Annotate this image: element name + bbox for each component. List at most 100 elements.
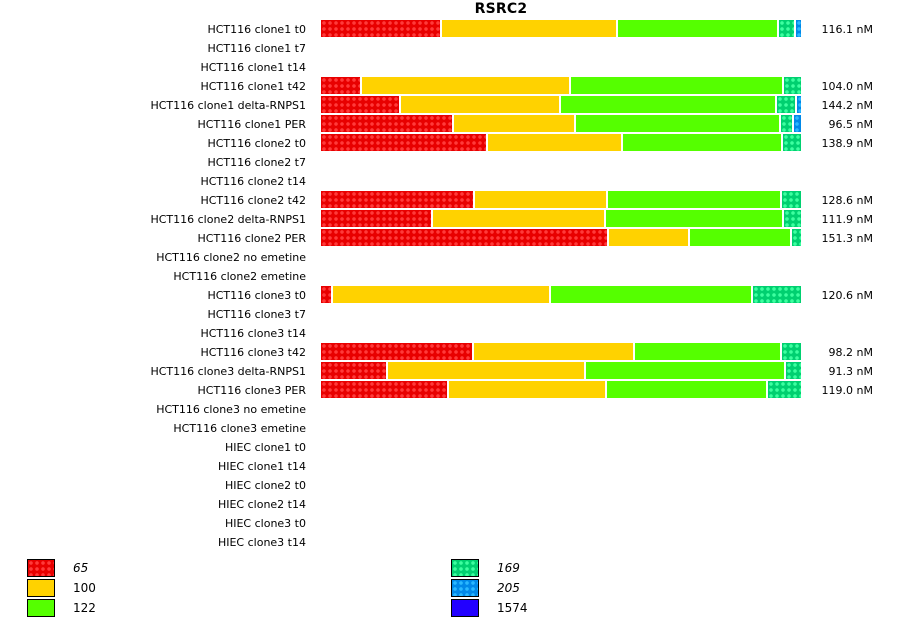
bar-segment-65 bbox=[321, 210, 432, 227]
row-label: HCT116 clone2 delta-RNPS1 bbox=[150, 213, 306, 226]
bar-segment-100 bbox=[333, 286, 549, 303]
bar-row bbox=[321, 229, 803, 246]
bar-segment-100 bbox=[453, 115, 574, 132]
bar-segment-65 bbox=[321, 362, 386, 379]
row-total-label: 111.9 nM bbox=[821, 213, 873, 226]
bar-segment-169 bbox=[783, 210, 801, 227]
row-label: HIEC clone2 t14 bbox=[217, 498, 306, 511]
bar-row bbox=[321, 286, 803, 303]
legend-swatch bbox=[451, 559, 479, 577]
row-total-label: 144.2 nM bbox=[821, 99, 873, 112]
legend-label: 169 bbox=[497, 561, 520, 575]
bar-segment-65 bbox=[321, 286, 332, 303]
row-label: HCT116 clone1 t42 bbox=[200, 80, 306, 93]
row-label: HCT116 clone3 no emetine bbox=[156, 403, 306, 416]
row-total-label: 120.6 nM bbox=[821, 289, 873, 302]
row-total-label: 96.5 nM bbox=[828, 118, 873, 131]
bar-segment-65 bbox=[321, 20, 440, 37]
row-label: HCT116 clone2 t0 bbox=[207, 137, 306, 150]
row-label: HIEC clone3 t0 bbox=[224, 517, 306, 530]
legend-swatch bbox=[27, 599, 55, 617]
row-label: HIEC clone1 t0 bbox=[224, 441, 306, 454]
bar-segment-205 bbox=[793, 115, 801, 132]
row-total-label: 119.0 nM bbox=[821, 384, 873, 397]
legend-swatch bbox=[451, 599, 479, 617]
bar-segment-205 bbox=[797, 96, 801, 113]
bar-segment-65 bbox=[321, 343, 472, 360]
bar-segment-122 bbox=[635, 343, 780, 360]
row-label: HCT116 clone2 PER bbox=[197, 232, 306, 245]
row-label: HCT116 clone1 t0 bbox=[207, 23, 306, 36]
bar-segment-65 bbox=[321, 96, 400, 113]
legend-swatch bbox=[27, 559, 55, 577]
chart-title-text: RSRC2 bbox=[474, 1, 528, 17]
bar-segment-122 bbox=[607, 381, 766, 398]
bar-segment-100 bbox=[448, 381, 606, 398]
bar-segment-169 bbox=[776, 96, 796, 113]
bar-row bbox=[321, 20, 803, 37]
bar-segment-100 bbox=[387, 362, 585, 379]
bar-segment-169 bbox=[767, 381, 801, 398]
bar-row bbox=[321, 77, 803, 94]
legend-label: 205 bbox=[497, 581, 520, 595]
bar-segment-169 bbox=[752, 286, 801, 303]
row-label: HIEC clone1 t14 bbox=[217, 460, 306, 473]
row-label: HIEC clone3 t14 bbox=[217, 536, 306, 549]
bar-segment-169 bbox=[778, 20, 794, 37]
bar-row bbox=[321, 134, 803, 151]
bar-row bbox=[321, 343, 803, 360]
bar-segment-122 bbox=[575, 115, 779, 132]
row-total-label: 91.3 nM bbox=[828, 365, 873, 378]
chart-title: RSRC2 bbox=[321, 1, 801, 17]
bar-segment-169 bbox=[791, 229, 801, 246]
bar-segment-122 bbox=[618, 20, 777, 37]
legend-swatch bbox=[27, 579, 55, 597]
bar-segment-65 bbox=[321, 229, 608, 246]
row-total-label: 138.9 nM bbox=[821, 137, 873, 150]
row-label: HCT116 clone3 PER bbox=[197, 384, 306, 397]
bar-segment-205 bbox=[795, 20, 801, 37]
bar-segment-122 bbox=[550, 286, 751, 303]
bar-segment-169 bbox=[786, 362, 801, 379]
row-total-label: 98.2 nM bbox=[828, 346, 873, 359]
row-label: HCT116 clone3 emetine bbox=[173, 422, 306, 435]
bar-segment-100 bbox=[361, 77, 569, 94]
bar-segment-169 bbox=[780, 115, 792, 132]
row-label: HCT116 clone2 t14 bbox=[200, 175, 306, 188]
bar-segment-169 bbox=[781, 191, 801, 208]
bar-segment-169 bbox=[782, 134, 801, 151]
row-total-label: 128.6 nM bbox=[821, 194, 873, 207]
row-label: HCT116 clone3 t0 bbox=[207, 289, 306, 302]
bar-row bbox=[321, 115, 803, 132]
row-label: HCT116 clone1 t7 bbox=[207, 42, 306, 55]
bar-segment-100 bbox=[441, 20, 617, 37]
legend-label: 1574 bbox=[497, 601, 528, 615]
bar-segment-65 bbox=[321, 191, 473, 208]
row-label: HCT116 clone1 PER bbox=[197, 118, 306, 131]
row-label: HCT116 clone2 no emetine bbox=[156, 251, 306, 264]
row-total-label: 116.1 nM bbox=[821, 23, 873, 36]
row-total-label: 104.0 nM bbox=[821, 80, 873, 93]
bar-segment-100 bbox=[487, 134, 622, 151]
bar-segment-100 bbox=[609, 229, 688, 246]
row-label: HCT116 clone2 t7 bbox=[207, 156, 306, 169]
row-total-label: 151.3 nM bbox=[821, 232, 873, 245]
bar-segment-100 bbox=[473, 343, 634, 360]
bar-segment-122 bbox=[689, 229, 790, 246]
bar-segment-65 bbox=[321, 115, 452, 132]
row-label: HCT116 clone2 t42 bbox=[200, 194, 306, 207]
bar-segment-122 bbox=[608, 191, 780, 208]
bar-row bbox=[321, 191, 803, 208]
row-label: HCT116 clone1 delta-RNPS1 bbox=[150, 99, 306, 112]
row-label: HCT116 clone3 t42 bbox=[200, 346, 306, 359]
legend-label: 122 bbox=[73, 601, 96, 615]
legend-swatch bbox=[451, 579, 479, 597]
row-label: HCT116 clone1 t14 bbox=[200, 61, 306, 74]
bar-segment-122 bbox=[623, 134, 781, 151]
bar-segment-122 bbox=[605, 210, 782, 227]
bar-segment-100 bbox=[401, 96, 560, 113]
bar-segment-65 bbox=[321, 134, 486, 151]
bar-row bbox=[321, 96, 803, 113]
bar-row bbox=[321, 381, 803, 398]
bar-segment-65 bbox=[321, 381, 447, 398]
